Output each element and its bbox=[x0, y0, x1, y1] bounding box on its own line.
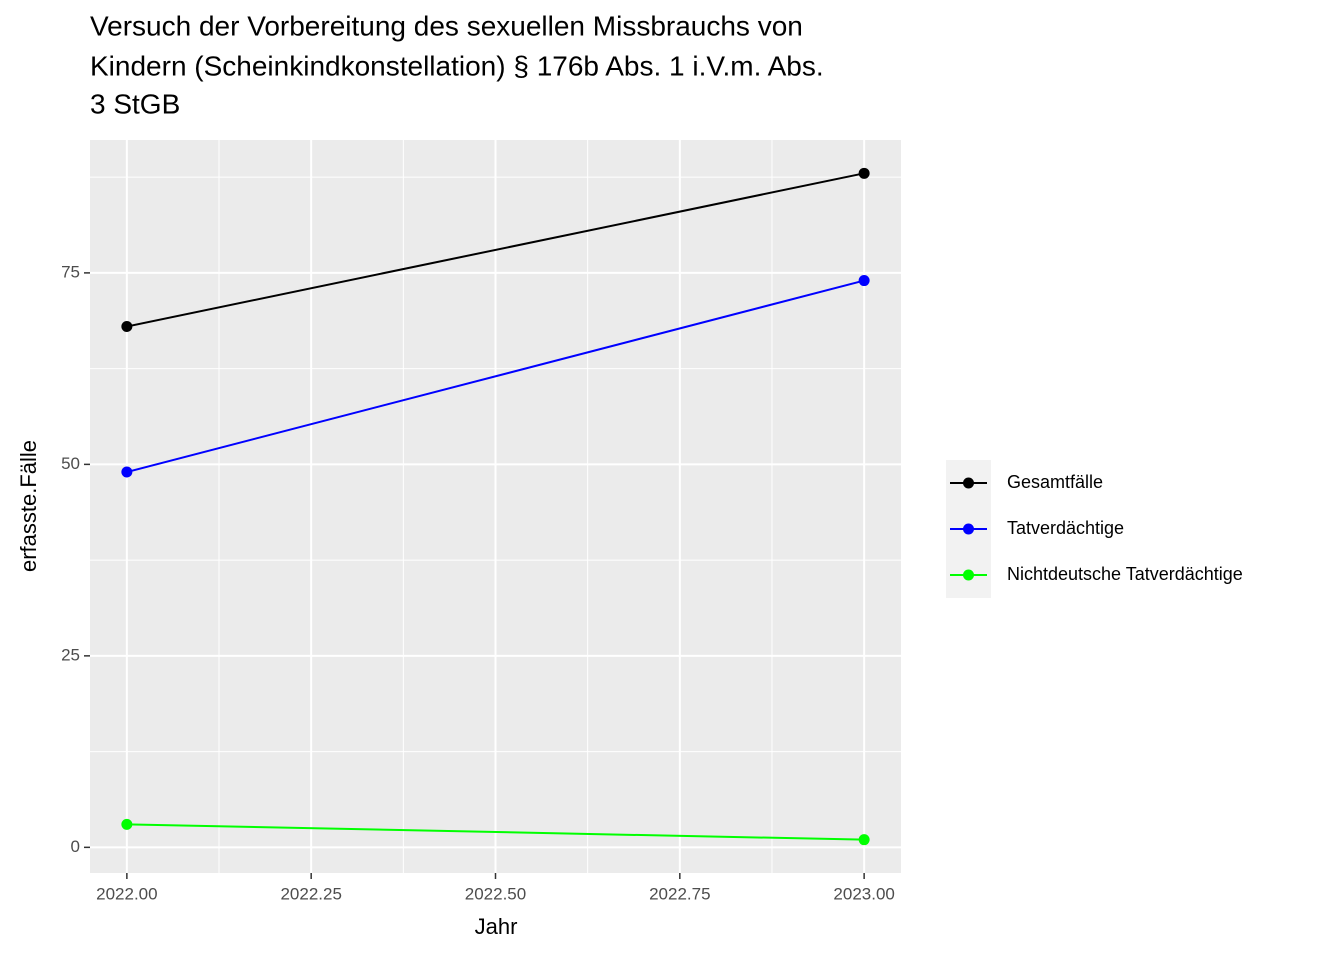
x-tick-label: 2022.75 bbox=[649, 884, 710, 903]
chart-title: Kindern (Scheinkindkonstellation) § 176b… bbox=[90, 50, 824, 81]
data-point bbox=[858, 834, 870, 846]
chart-title: 3 StGB bbox=[90, 88, 180, 119]
data-point bbox=[121, 321, 133, 333]
y-tick-label: 75 bbox=[61, 262, 80, 281]
data-point bbox=[121, 818, 133, 830]
data-point bbox=[121, 466, 133, 478]
legend-label: Nichtdeutsche Tatverdächtige bbox=[1007, 564, 1243, 584]
chart-title: Versuch der Vorbereitung des sexuellen M… bbox=[90, 10, 803, 41]
x-axis-title: Jahr bbox=[475, 914, 518, 939]
y-tick-label: 0 bbox=[71, 837, 80, 856]
legend-label: Tatverdächtige bbox=[1007, 518, 1124, 538]
x-tick-label: 2022.25 bbox=[280, 884, 341, 903]
legend-key bbox=[963, 477, 974, 489]
x-tick-label: 2023.00 bbox=[833, 884, 894, 903]
series-line bbox=[126, 172, 865, 328]
legend-label: Gesamtfälle bbox=[1007, 472, 1103, 492]
series-line bbox=[126, 279, 865, 474]
y-tick-label: 25 bbox=[61, 645, 80, 664]
legend-key bbox=[963, 569, 974, 581]
legend-key bbox=[963, 523, 974, 535]
data-point bbox=[858, 275, 870, 287]
y-tick-label: 50 bbox=[61, 454, 80, 473]
x-tick-label: 2022.50 bbox=[465, 884, 526, 903]
x-tick-label: 2022.00 bbox=[96, 884, 157, 903]
y-axis-title: erfasste.Fälle bbox=[16, 440, 41, 572]
data-point bbox=[858, 167, 870, 179]
series-line bbox=[126, 823, 865, 841]
